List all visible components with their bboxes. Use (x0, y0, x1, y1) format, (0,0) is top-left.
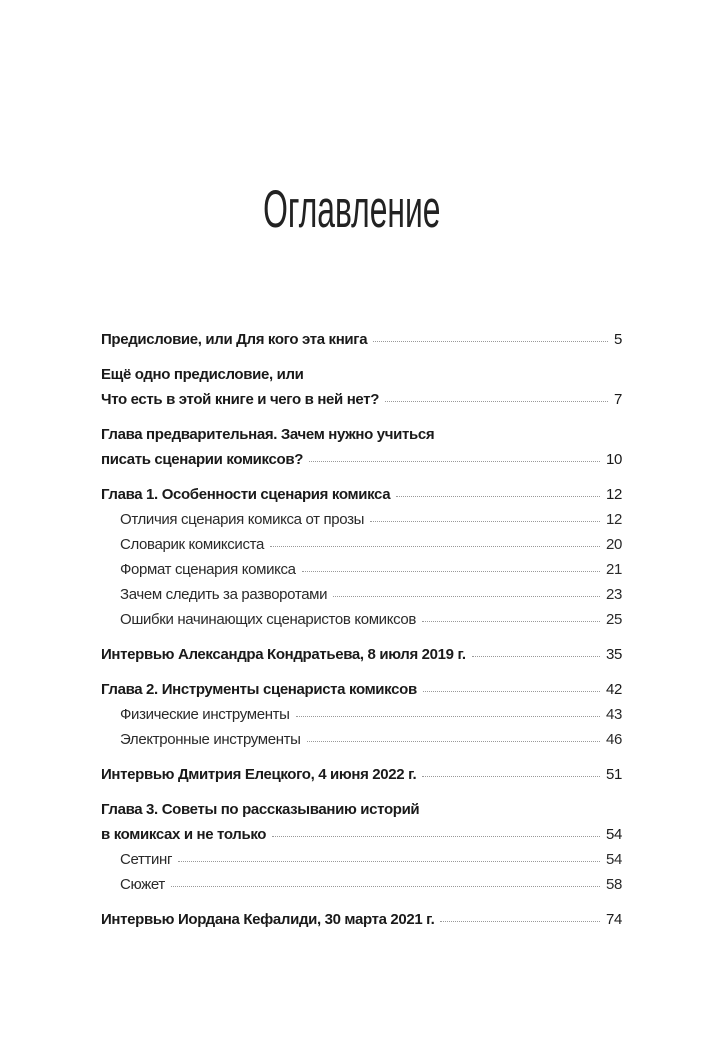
toc-entry-title: Глава 3. Советы по рассказыванию историй (101, 801, 420, 818)
toc-entry-title: Зачем следить за разворотами (120, 586, 328, 603)
toc-group: Ещё одно предисловие, или Что есть в этой… (101, 362, 622, 412)
toc-group: Глава 1. Особенности сценария комикса 12 О… (101, 482, 622, 632)
dot-leader (422, 621, 600, 622)
dot-leader (170, 886, 600, 887)
toc-group: Глава 2. Инструменты сценариста комиксов… (101, 677, 622, 752)
page-number: 20 (606, 536, 622, 553)
page-number: 7 (614, 391, 622, 408)
dot-leader (272, 836, 600, 837)
toc-group: Интервью Александра Кондратьева, 8 июля … (101, 642, 622, 667)
toc-entry-title: Что есть в этой книге и чего в ней нет? (101, 391, 380, 408)
toc-subentry[interactable]: Физические инструменты 43 (101, 702, 622, 727)
page-number: 43 (606, 706, 622, 723)
toc-subentry[interactable]: Зачем следить за разворотами 23 (101, 582, 622, 607)
dot-leader (295, 716, 600, 717)
toc-entry-title: Сеттинг (120, 851, 173, 868)
toc-entry-title: Ошибки начинающих сценаристов комиксов (120, 611, 417, 628)
toc-entry-title: Интервью Иордана Кефалиди, 30 марта 2021… (101, 911, 435, 928)
toc-group: Глава 3. Советы по рассказыванию историй… (101, 797, 622, 897)
toc-entry-title: Глава 1. Особенности сценария комикса (101, 486, 391, 503)
toc-subentry[interactable]: Ошибки начинающих сценаристов комиксов 25 (101, 607, 622, 632)
toc-entry[interactable]: Глава 3. Советы по рассказыванию историй (101, 797, 622, 822)
toc-group: Интервью Дмитрия Елецкого, 4 июня 2022 г… (101, 762, 622, 787)
toc-entry-title: Ещё одно предисловие, или (101, 366, 304, 383)
toc-entry[interactable]: Интервью Иордана Кефалиди, 30 марта 2021… (101, 907, 622, 932)
toc-entry-title: Глава предварительная. Зачем нужно учить… (101, 426, 435, 443)
dot-leader (440, 921, 600, 922)
toc-entry-title: Сюжет (120, 876, 165, 893)
toc-subentry[interactable]: Словарик комиксиста 20 (101, 532, 622, 557)
toc-subentry[interactable]: Электронные инструменты 46 (101, 727, 622, 752)
toc-group: Глава предварительная. Зачем нужно учить… (101, 422, 622, 472)
page-number: 5 (614, 331, 622, 348)
toc-subentry[interactable]: Сюжет 58 (101, 872, 622, 897)
toc-entry-title: Интервью Дмитрия Елецкого, 4 июня 2022 г… (101, 766, 417, 783)
toc-entry[interactable]: Интервью Александра Кондратьева, 8 июля … (101, 642, 622, 667)
dot-leader (306, 741, 600, 742)
toc-subentry[interactable]: Отличия сценария комикса от прозы 12 (101, 507, 622, 532)
toc-entry-title: в комиксах и не только (101, 826, 267, 843)
page-number: 46 (606, 731, 622, 748)
dot-leader (471, 656, 600, 657)
toc-entry-title: Формат сценария комикса (120, 561, 296, 578)
toc-group: Предисловие, или Для кого эта книга 5 (101, 327, 622, 352)
toc-entry[interactable]: Интервью Дмитрия Елецкого, 4 июня 2022 г… (101, 762, 622, 787)
dot-leader (178, 861, 600, 862)
page-title-text: Оглавление (262, 180, 441, 239)
page-number: 51 (606, 766, 622, 783)
dot-leader (422, 691, 600, 692)
toc-entry-title: Отличия сценария комикса от прозы (120, 511, 365, 528)
toc-entry-title: писать сценарии комиксов? (101, 451, 304, 468)
table-of-contents: Предисловие, или Для кого эта книга 5 Ещё … (101, 327, 622, 932)
dot-leader (333, 596, 600, 597)
page-number: 35 (606, 646, 622, 663)
toc-entry[interactable]: в комиксах и не только 54 (101, 822, 622, 847)
dot-leader (373, 341, 608, 342)
toc-subentry[interactable]: Формат сценария комикса 21 (101, 557, 622, 582)
toc-group: Интервью Иордана Кефалиди, 30 марта 2021… (101, 907, 622, 932)
page-number: 12 (606, 511, 622, 528)
toc-entry-title: Словарик комиксиста (120, 536, 264, 553)
toc-entry-title: Электронные инструменты (120, 731, 301, 748)
page-number: 74 (606, 911, 622, 928)
toc-entry-title: Глава 2. Инструменты сценариста комиксов (101, 681, 417, 698)
toc-entry[interactable]: Глава 1. Особенности сценария комикса 12 (101, 482, 622, 507)
dot-leader (269, 546, 600, 547)
page-number: 21 (606, 561, 622, 578)
toc-entry[interactable]: Глава 2. Инструменты сценариста комиксов… (101, 677, 622, 702)
toc-entry-title: Предисловие, или Для кого эта книга (101, 331, 368, 348)
dot-leader (422, 776, 600, 777)
page-number: 10 (606, 451, 622, 468)
page-number: 58 (606, 876, 622, 893)
dot-leader (301, 571, 600, 572)
page-title: Оглавление (0, 178, 703, 242)
toc-entry[interactable]: Ещё одно предисловие, или (101, 362, 622, 387)
toc-entry[interactable]: Предисловие, или Для кого эта книга 5 (101, 327, 622, 352)
page-number: 25 (606, 611, 622, 628)
page-number: 23 (606, 586, 622, 603)
dot-leader (385, 401, 608, 402)
dot-leader (370, 521, 600, 522)
toc-entry-title: Интервью Александра Кондратьева, 8 июля … (101, 646, 466, 663)
dot-leader (309, 461, 600, 462)
dot-leader (396, 496, 600, 497)
toc-subentry[interactable]: Сеттинг 54 (101, 847, 622, 872)
toc-entry[interactable]: Что есть в этой книге и чего в ней нет? 7 (101, 387, 622, 412)
page-number: 54 (606, 851, 622, 868)
toc-entry[interactable]: Глава предварительная. Зачем нужно учить… (101, 422, 622, 447)
toc-entry-title: Физические инструменты (120, 706, 290, 723)
page-number: 42 (606, 681, 622, 698)
page-number: 54 (606, 826, 622, 843)
toc-entry[interactable]: писать сценарии комиксов? 10 (101, 447, 622, 472)
page-number: 12 (606, 486, 622, 503)
